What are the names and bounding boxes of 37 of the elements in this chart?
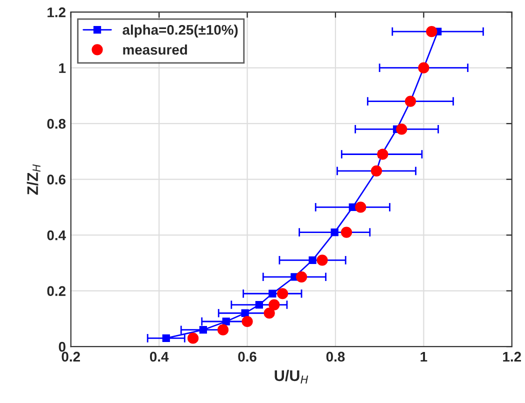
- point: [316, 254, 328, 266]
- y-tick-label: 0.8: [47, 118, 66, 129]
- y-tick-label: 0.6: [47, 174, 66, 185]
- point: [222, 318, 230, 326]
- point: [187, 332, 199, 344]
- point: [241, 309, 249, 317]
- point: [377, 148, 388, 160]
- point: [255, 300, 263, 309]
- point: [264, 308, 275, 319]
- point: [396, 124, 408, 135]
- point: [199, 326, 207, 334]
- x-tick-label: 0.4: [150, 352, 169, 362]
- x-tick-label: 1: [420, 352, 428, 362]
- point: [426, 26, 438, 38]
- y-tick-label: 0.2: [47, 286, 66, 296]
- point: [268, 299, 280, 310]
- point: [162, 334, 170, 342]
- y-axis-title: Z/Z$_{H}$: [26, 164, 40, 195]
- y-tick-label: 1: [59, 63, 66, 73]
- point: [330, 228, 338, 236]
- y-tick-label: 0: [58, 342, 66, 352]
- point: [296, 271, 308, 282]
- point: [340, 226, 352, 238]
- x-tick-label: 0.6: [238, 352, 256, 362]
- x-tick-label: 0.8: [326, 352, 345, 362]
- legend-label: measured: [123, 44, 187, 55]
- point: [268, 290, 276, 298]
- x-tick-label: 1.2: [503, 352, 521, 362]
- point: [277, 288, 288, 300]
- point: [217, 324, 229, 336]
- point: [242, 316, 253, 328]
- y-tick-label: 1.2: [48, 7, 66, 18]
- point: [308, 256, 316, 264]
- y-tick-label: 0.4: [47, 230, 66, 240]
- point: [355, 202, 366, 213]
- x-axis-title: U/U$_{H}$: [274, 370, 308, 384]
- legend-label: alpha=0.25(±10%): [122, 24, 238, 38]
